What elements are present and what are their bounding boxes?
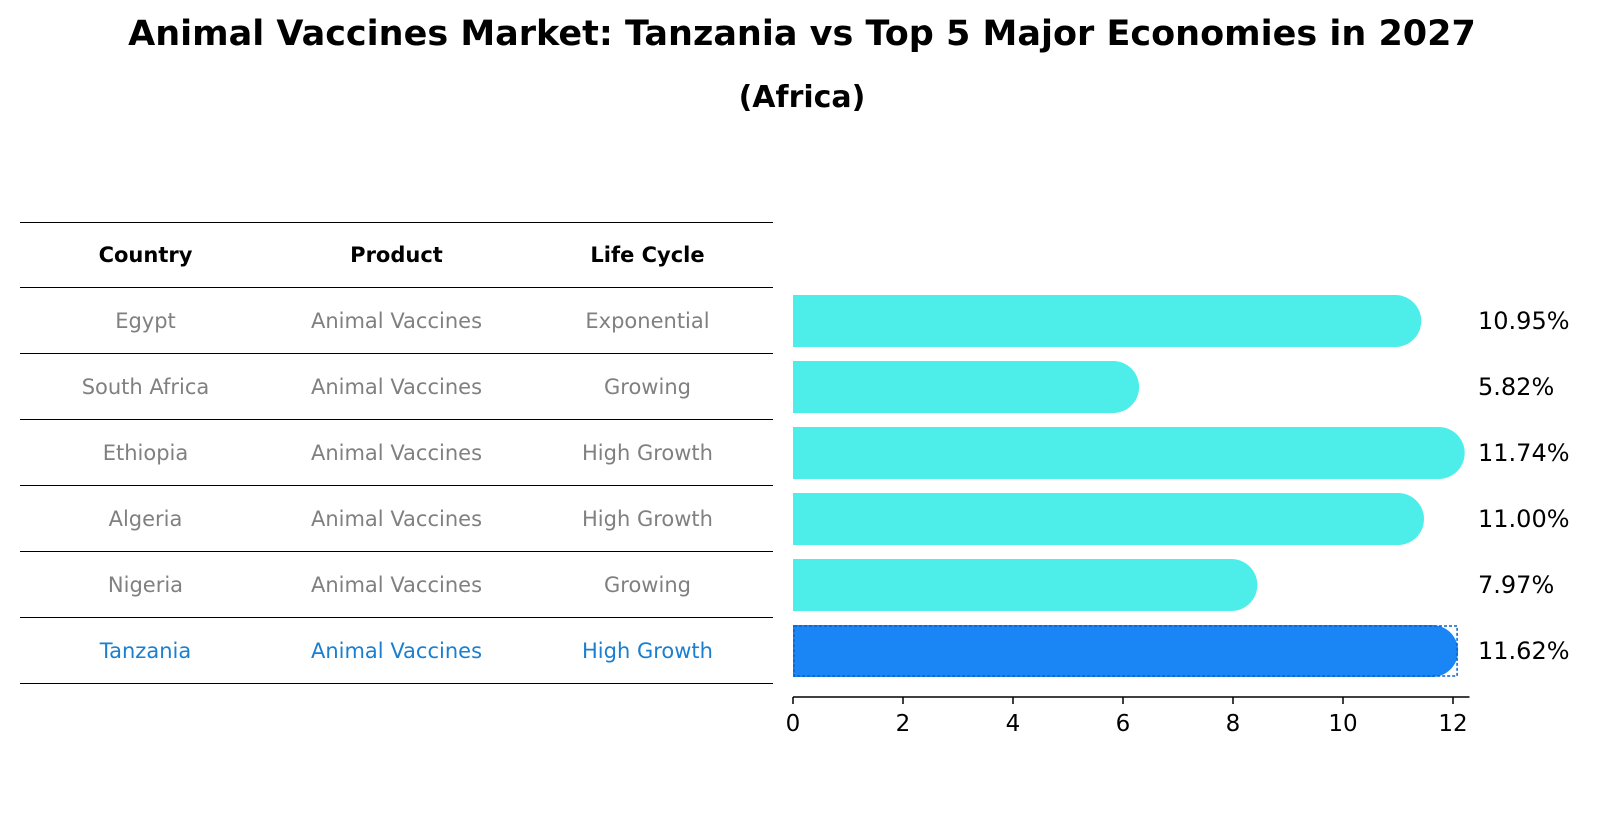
country-table: Country Product Life Cycle Egypt Animal … [20,222,773,684]
cell-life-cycle: High Growth [582,638,713,663]
cell-product: Animal Vaccines [310,572,483,597]
bar-tanzania [793,625,1433,677]
bar-south-africa [793,361,1114,413]
bar-egypt [793,295,1396,347]
cell-product: Animal Vaccines [310,308,483,333]
cell-life-cycle: High Growth [582,506,713,531]
cell-country: South Africa [81,374,210,399]
bar-cap [1372,493,1424,545]
bar-cap [1369,295,1422,347]
cell-product: Animal Vaccines [310,638,483,663]
chart-subtitle: (Africa) [738,80,866,115]
bar-cap [1205,559,1258,611]
value-label: 11.74% [1478,439,1570,467]
value-label: 11.62% [1478,637,1570,665]
value-label: 7.97% [1478,571,1554,599]
value-label: 5.82% [1478,373,1554,401]
cell-country: Ethiopia [102,440,189,465]
x-tick-label: 10 [1328,711,1357,737]
table-row: Nigeria Animal Vaccines Growing [20,552,773,618]
cell-life-cycle: Exponential [585,308,710,333]
x-tick-label: 2 [896,711,911,737]
cell-product: Animal Vaccines [310,440,483,465]
table-row: Algeria Animal Vaccines High Growth [20,486,773,552]
table-row: Ethiopia Animal Vaccines High Growth [20,420,773,486]
cell-country: Egypt [115,308,176,333]
bar-cap [1087,361,1140,413]
cell-product: Animal Vaccines [310,506,483,531]
table-row: Egypt Animal Vaccines Exponential [20,288,773,354]
cell-product: Animal Vaccines [310,374,483,399]
table-row: South Africa Animal Vaccines Growing [20,354,773,420]
x-tick-label: 8 [1226,711,1241,737]
x-tick-label: 12 [1438,711,1467,737]
table-row-highlight: Tanzania Animal Vaccines High Growth [20,618,773,684]
cell-country: Tanzania [99,638,192,663]
cell-life-cycle: High Growth [582,440,713,465]
bar-nigeria [793,559,1232,611]
cell-life-cycle: Growing [604,572,691,597]
header-life-cycle: Life Cycle [590,243,705,267]
bar-cap [1412,427,1465,479]
x-tick-label: 0 [786,711,801,737]
highlight-outline [793,625,1458,677]
cell-country: Algeria [108,506,183,531]
value-label: 10.95% [1478,307,1570,335]
value-label: 11.00% [1478,505,1570,533]
bar-ethiopia [793,427,1439,479]
cell-country: Nigeria [107,572,184,597]
cell-life-cycle: Growing [604,374,691,399]
bar-algeria [793,493,1398,545]
chart-title: Animal Vaccines Market: Tanzania vs Top … [128,14,1476,54]
x-tick-label: 6 [1116,711,1131,737]
header-product: Product [350,243,443,267]
table-header-row: Country Product Life Cycle [20,222,773,288]
bar-cap [1406,625,1459,677]
header-country: Country [98,243,193,267]
x-tick-label: 4 [1006,711,1021,737]
